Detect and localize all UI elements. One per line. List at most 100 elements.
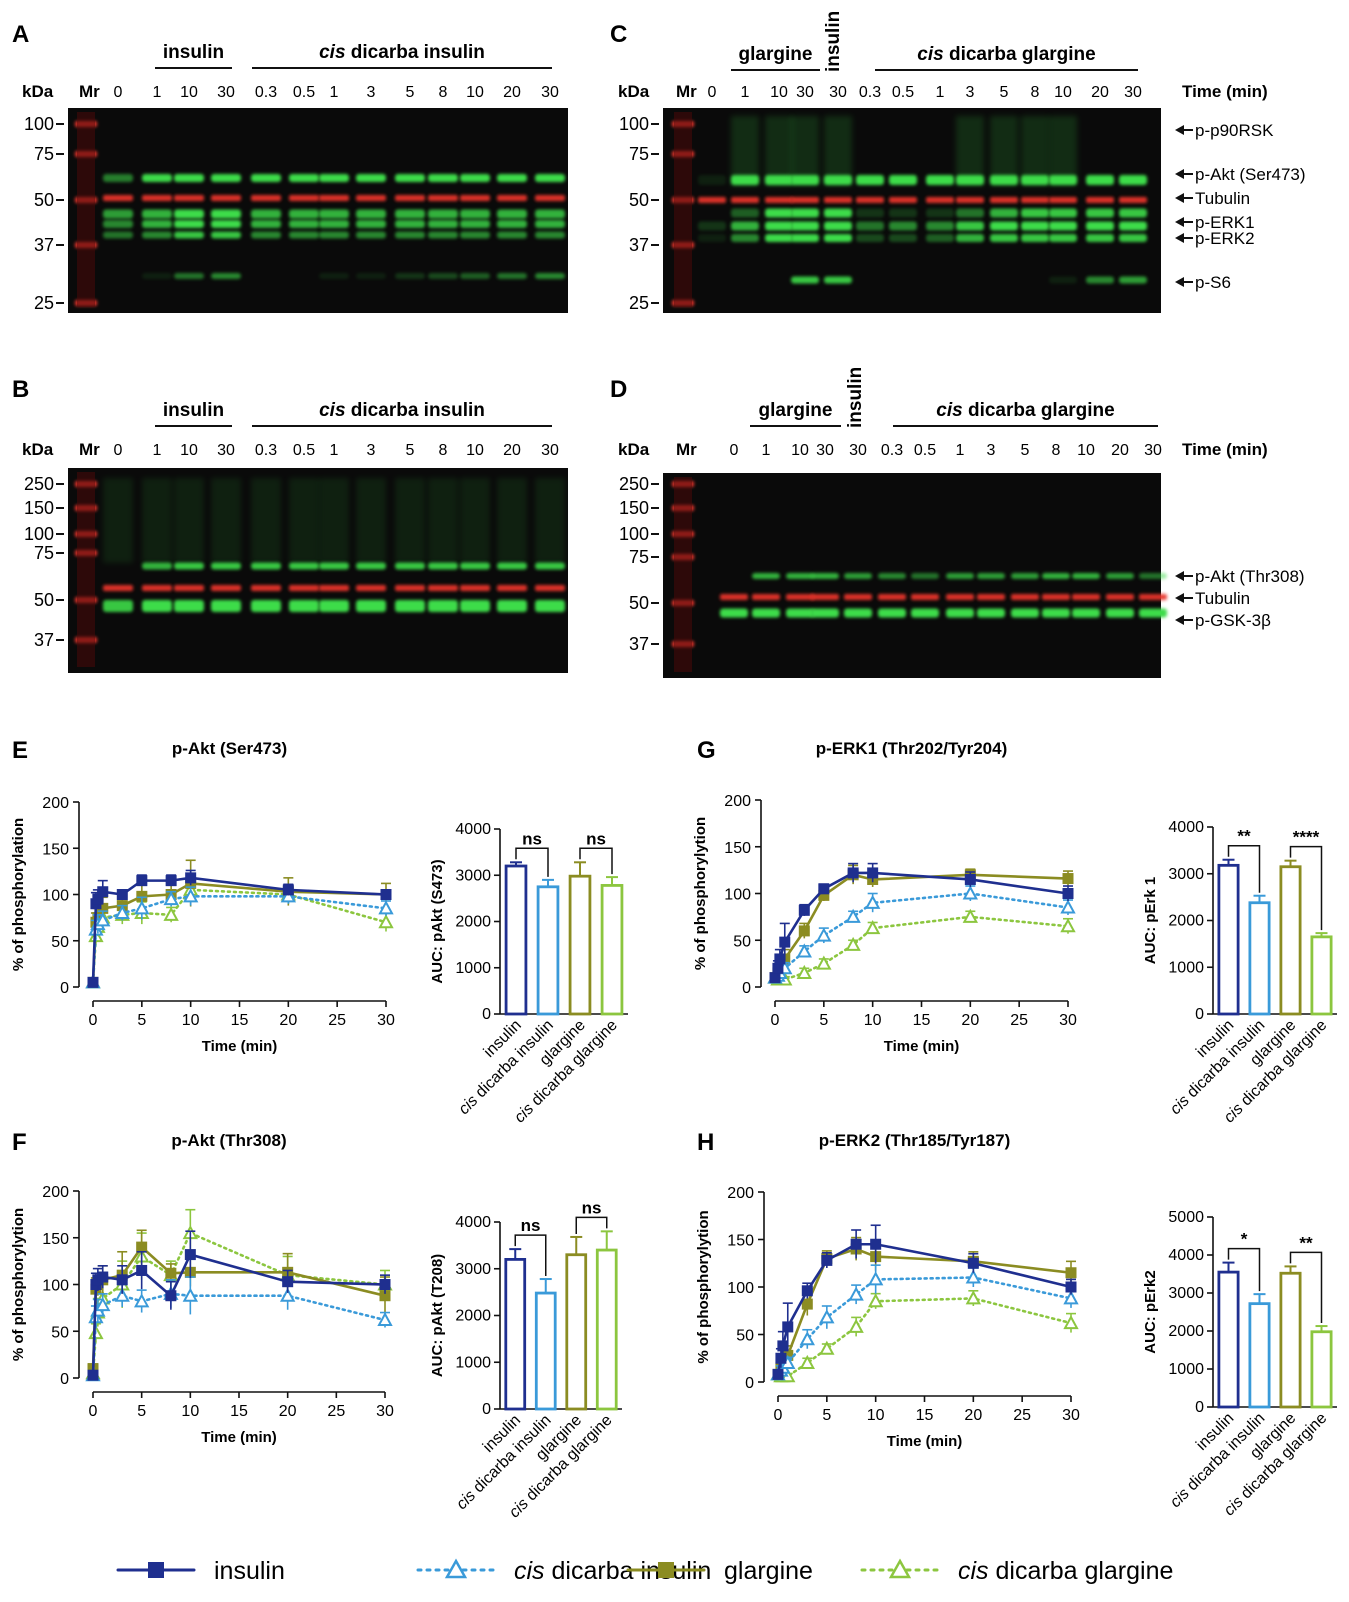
- green-band: [251, 231, 281, 239]
- chart-title: p-ERK2 (Thr185/Tyr187): [819, 1131, 1010, 1150]
- green-band: [319, 209, 349, 219]
- significance-bracket: **: [1227, 827, 1261, 893]
- blot-lane: [497, 174, 527, 279]
- data-point: [114, 904, 130, 919]
- data-point: [282, 1276, 294, 1288]
- green-band: [856, 208, 884, 218]
- lane-time-label: 30: [1124, 84, 1142, 101]
- lane-time-label: 8: [439, 84, 448, 101]
- x-tick-label: 10: [182, 1012, 200, 1029]
- y-tick-label: 0: [60, 980, 69, 997]
- green-band: [319, 220, 349, 228]
- green-band: [824, 208, 852, 218]
- data-point: [116, 889, 128, 900]
- lane-time-label: 30: [849, 442, 867, 459]
- y-tick-label: 0: [60, 1371, 69, 1388]
- lane-time-label: 0.3: [255, 442, 277, 459]
- bracket-line: [575, 1216, 608, 1234]
- data-point: [136, 890, 148, 902]
- x-tick-label: 30: [1062, 1407, 1080, 1424]
- legend-label: cis dicarba glargine: [958, 1557, 1173, 1585]
- mw-marker-label: 50: [34, 590, 54, 610]
- y-axis-label: % of phosphorylation: [10, 818, 27, 971]
- group-label-vertical: insulin: [823, 11, 844, 72]
- green-band: [251, 600, 281, 612]
- green-band: [698, 175, 726, 185]
- y-tick-label: 2000: [455, 1308, 491, 1325]
- green-band: [990, 221, 1018, 231]
- series-insulin: [87, 869, 392, 988]
- data-point: [97, 902, 109, 914]
- green-band: [911, 608, 939, 618]
- y-tick-label: 0: [745, 1375, 754, 1392]
- chart-title: p-Akt (Ser473): [172, 739, 287, 758]
- data-point: [962, 908, 979, 923]
- green-band: [956, 208, 984, 218]
- x-tick-label: 25: [327, 1403, 345, 1420]
- tubulin-band: [211, 585, 241, 591]
- green-band: [1119, 175, 1147, 185]
- band-label: p-Akt (Ser473): [1195, 165, 1306, 184]
- green-band: [1119, 208, 1147, 218]
- kda-label: kDa: [22, 82, 54, 101]
- lane-smear: [497, 478, 527, 563]
- green-band: [977, 573, 1005, 579]
- green-band: [460, 562, 490, 570]
- green-band: [1119, 221, 1147, 231]
- green-band: [142, 220, 172, 228]
- x-tick-label: 15: [230, 1403, 248, 1420]
- green-band: [856, 221, 884, 231]
- green-band: [142, 231, 172, 239]
- green-band: [990, 175, 1018, 185]
- green-band: [856, 234, 884, 242]
- series-insulin: [87, 1230, 391, 1381]
- green-band: [956, 175, 984, 185]
- blot-lane: [211, 478, 241, 612]
- bar: [595, 1248, 618, 1411]
- green-band: [428, 600, 458, 612]
- y-tick-label: 100: [42, 1278, 69, 1295]
- lane-time-label: 20: [503, 442, 521, 459]
- green-band: [211, 174, 241, 182]
- lane-time-label: 8: [1031, 84, 1040, 101]
- green-band: [497, 562, 527, 570]
- band-label: Tubulin: [1195, 189, 1250, 208]
- x-tick-label: 30: [1059, 1012, 1077, 1029]
- blot-lane: [251, 478, 281, 612]
- tubulin-band: [844, 594, 872, 600]
- series-glargine: [87, 859, 392, 988]
- legend-marker: [148, 1562, 164, 1578]
- legend-item: cis dicarba glargine: [860, 1557, 1173, 1585]
- lane-time-label: 1: [153, 84, 162, 101]
- mr-label: Mr: [79, 82, 100, 101]
- green-band: [856, 175, 884, 185]
- green-band: [765, 175, 793, 185]
- lane-time-label: 3: [367, 84, 376, 101]
- blot-lane: [752, 573, 780, 618]
- bar: [1217, 863, 1240, 1016]
- data-point: [867, 867, 879, 879]
- bracket-line: [1289, 845, 1323, 931]
- mw-marker-label: 250: [24, 474, 54, 494]
- green-band: [395, 220, 425, 228]
- lane-time-label: 30: [541, 442, 559, 459]
- x-tick-label: 5: [137, 1403, 146, 1420]
- mw-marker-label: 50: [629, 593, 649, 613]
- lane-smear: [460, 478, 490, 563]
- group-label: glargine: [739, 44, 813, 65]
- data-point: [97, 1271, 109, 1283]
- blot-lane: [174, 174, 204, 279]
- lane-time-label: 30: [829, 84, 847, 101]
- blot-lane: [1021, 116, 1049, 242]
- green-band: [946, 608, 974, 618]
- blot-lane: [497, 478, 527, 612]
- y-tick-label: 1000: [455, 1354, 491, 1371]
- green-band: [497, 231, 527, 239]
- lane-time-label: 5: [1021, 442, 1030, 459]
- group-label: insulin: [163, 400, 224, 421]
- y-tick-label: 3000: [1168, 1285, 1204, 1302]
- bar: [1310, 1330, 1333, 1409]
